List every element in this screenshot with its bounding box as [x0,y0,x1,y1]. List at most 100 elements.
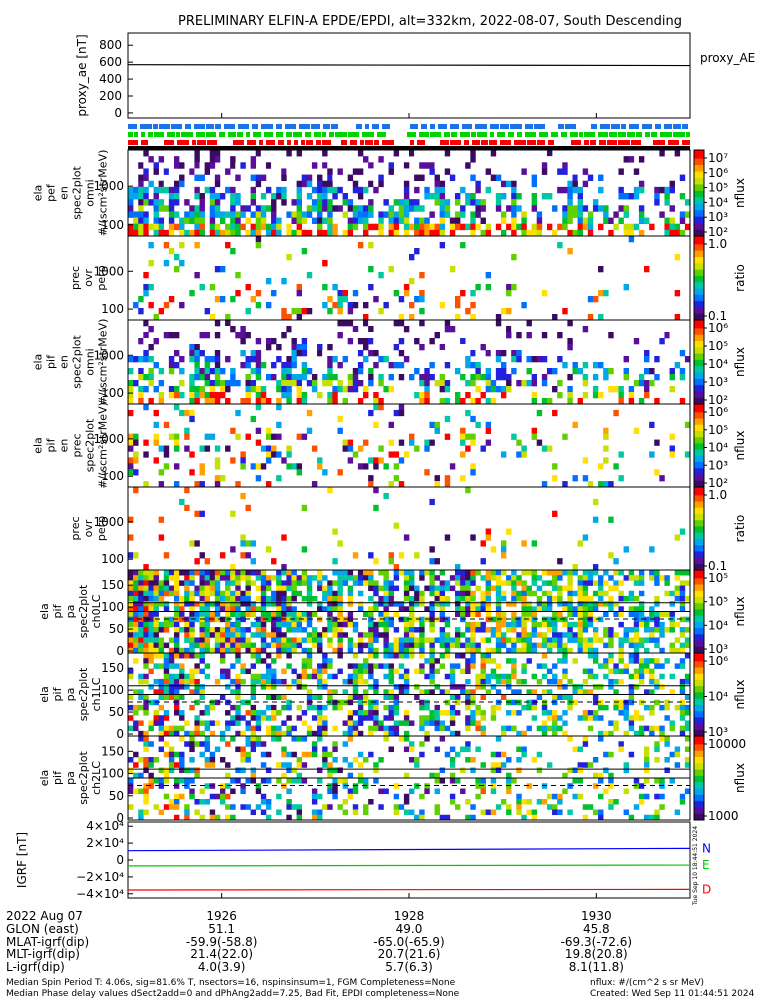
elx_pif_pa_ch0LC-colorbar-label: nflux [733,597,747,627]
elx_pif_pa_ch2LC-cell [163,793,170,800]
elx_pef_en_omni-cell [214,205,221,212]
elx_pif_en_omni-cell [603,326,609,333]
elx_pif_pa_ch1LC-cell [449,678,456,685]
elx_pif_pa_ch1LC-colorbar-tick-label: 10³ [708,725,728,739]
status-bar-segment [331,124,338,129]
elx_pef_prec_ovr_perp-cell [598,266,604,273]
elx_pif_pa_ch1LC-ylabel-line: ch1LC [90,677,103,711]
elx_pif_pa_ch0LC-cell [470,570,476,576]
elx_pif_pa_ch0LC-cell [383,621,389,628]
elx_pif_en_prec-colorbar-step [694,404,704,407]
elx_pef_en_omni-cell [587,174,594,182]
elx_pif_pa_ch1LC-cell [148,684,154,690]
elx_pif_pa_ch1LC-cell [337,653,343,659]
elx_pef_en_omni-cell [317,211,323,218]
elx_pif_pa_ch0LC-cell [168,647,175,654]
status-bar-segment [128,140,138,145]
elx_pef_en_omni-cell [235,199,241,206]
elx_pef_prec_ovr_perp-cell [347,302,354,309]
elx_pif_pa_ch0LC-colorbar-step [694,574,704,577]
status-bar-segment [421,124,427,129]
elx_pef_en_omni-cell [531,193,538,200]
elx_pif_pa_ch1LC-cell [322,730,328,737]
elx_pif_pa_ch2LC-cell [301,751,308,758]
elx_pif_en_omni-cell [128,356,134,363]
x-row-value: 5.7(6.3) [385,959,433,974]
elx_pif_pa_ch1LC-cell [271,673,277,680]
elx_pef_prec_ovr_perp-cell [255,236,262,243]
elx_pef_en_omni-colorbar-step [694,186,704,190]
elx_pif_pa_ch0LC-cell [516,621,522,628]
elx_pef_en_omni-cell [618,168,624,175]
elx_pif_pa_ch0LC-cell [128,570,134,576]
elx_pif_en_omni-cell [444,320,451,327]
elx_pif_pa_ch0LC-cell [199,580,205,586]
elx_pef_en_omni-cell [373,180,379,188]
elx_pef_en_omni-cell [470,217,476,225]
elx_pif_pa_ch0LC-cell [674,585,681,592]
elx_pif_pa_ch0LC-cell [337,601,343,607]
elx_pef_en_omni-cell [495,223,502,231]
elx_pif_en_omni-cell [271,362,277,369]
elx_pif_pa_ch1LC-cell [296,673,303,680]
elx_pef_prec_ovr_perp-cell [173,266,180,273]
elx_pif_pa_ch0LC-cell [592,580,599,586]
elx_pif_pa_ch1LC-cell [306,704,313,711]
elx_pif_en_prec-cell [347,457,354,464]
elx_pif_en_omni-cell [500,338,507,345]
elx_pif_en_omni-cell [679,350,686,357]
elx_pif_pa_ch1LC-cell [393,653,400,659]
elx_pif_pa_ch1LC-cell [613,689,619,695]
elx_pif_pa_ch2LC-cell [506,788,512,795]
elx_pif_pa_ch1LC-cell [235,694,241,700]
elx_pef_prec_ovr_perp-colorbar-step [694,313,704,317]
elx_pef_en_omni-cell [158,205,165,212]
elx_pif_en_omni-cell [311,374,318,381]
elx_pef_en_omni-colorbar-step [694,171,704,175]
elx_pif_en_omni-cell [271,338,277,345]
elx_pif_pa_ch0LC-cell [460,642,466,649]
elx_pif_en_omni-cell [373,350,379,357]
elx_pif_pa_ch1LC-cell [429,663,435,669]
elx_pif_en_omni-cell [265,338,272,345]
elx_pif_pa_ch0LC-cell [628,570,635,576]
elx_pif_pa_ch1LC-cell [454,663,461,669]
elx_pif_pa_ch2LC-cell [347,762,354,768]
elx_pef_en_omni-cell [633,186,640,194]
elx_pef_prec_ovr_perp-cell [587,296,594,303]
elx_pif_pa_ch0LC-colorbar-step [694,640,704,644]
elx_pif_pa_ch0LC-cell [516,647,522,654]
elx_pef_en_omni-ylabel-line: en [58,186,71,200]
elx_pif_pa_ch1LC-cell [143,694,149,700]
elx_pif_pa_ch0LC-cell [633,580,640,586]
elx_pif_en_omni-cell [276,356,282,363]
elx_pif_pa_ch0LC-cell [143,637,149,643]
elx_pif_pa_ch0LC-cell [526,601,532,607]
elx_pif_prec_ovr_perp-colorbar-step [694,532,704,536]
x-row-value: 51.1 [208,922,236,936]
elx_pif_pa_ch1LC-cell [311,730,318,737]
elx_pif_en_omni-cell [490,320,497,327]
elx_pif_pa_ch1LC-cell [608,658,614,664]
elx_pif_pa_ch1LC-colorbar-step [694,675,704,679]
elx_pif_pa_ch0LC-cell [368,611,374,617]
elx_pif_pa_ch2LC-cell [598,778,604,784]
elx_pif_pa_ch0LC-cell [562,601,568,607]
elx_pif_en_omni-cell [644,380,650,387]
elx_pif_prec_ovr_perp-cell [327,487,333,494]
elx_pif_pa_ch1LC-cell [194,730,200,737]
elx_pif_pa_ch1LC-cell [357,730,364,737]
elx_pif_pa_ch0LC-cell [470,632,476,638]
status-bar-segment [618,140,630,145]
status-bar-segment [181,132,193,137]
elx_pif_pa_ch0LC-cell [475,585,481,592]
elx_pif_pa_ch2LC-cell [409,746,415,753]
elx_pif_pa_ch2LC-colorbar-step [694,809,704,812]
elx_pif_pa_ch1LC-cell [225,710,231,716]
status-bar-segment [629,124,639,129]
elx_pef_prec_ovr_perp-cell [388,266,394,273]
elx_pif_pa_ch0LC-cell [138,601,144,607]
elx_pif_pa_ch1LC-cell [531,689,538,695]
elx_pef_en_omni-cell [495,174,502,182]
